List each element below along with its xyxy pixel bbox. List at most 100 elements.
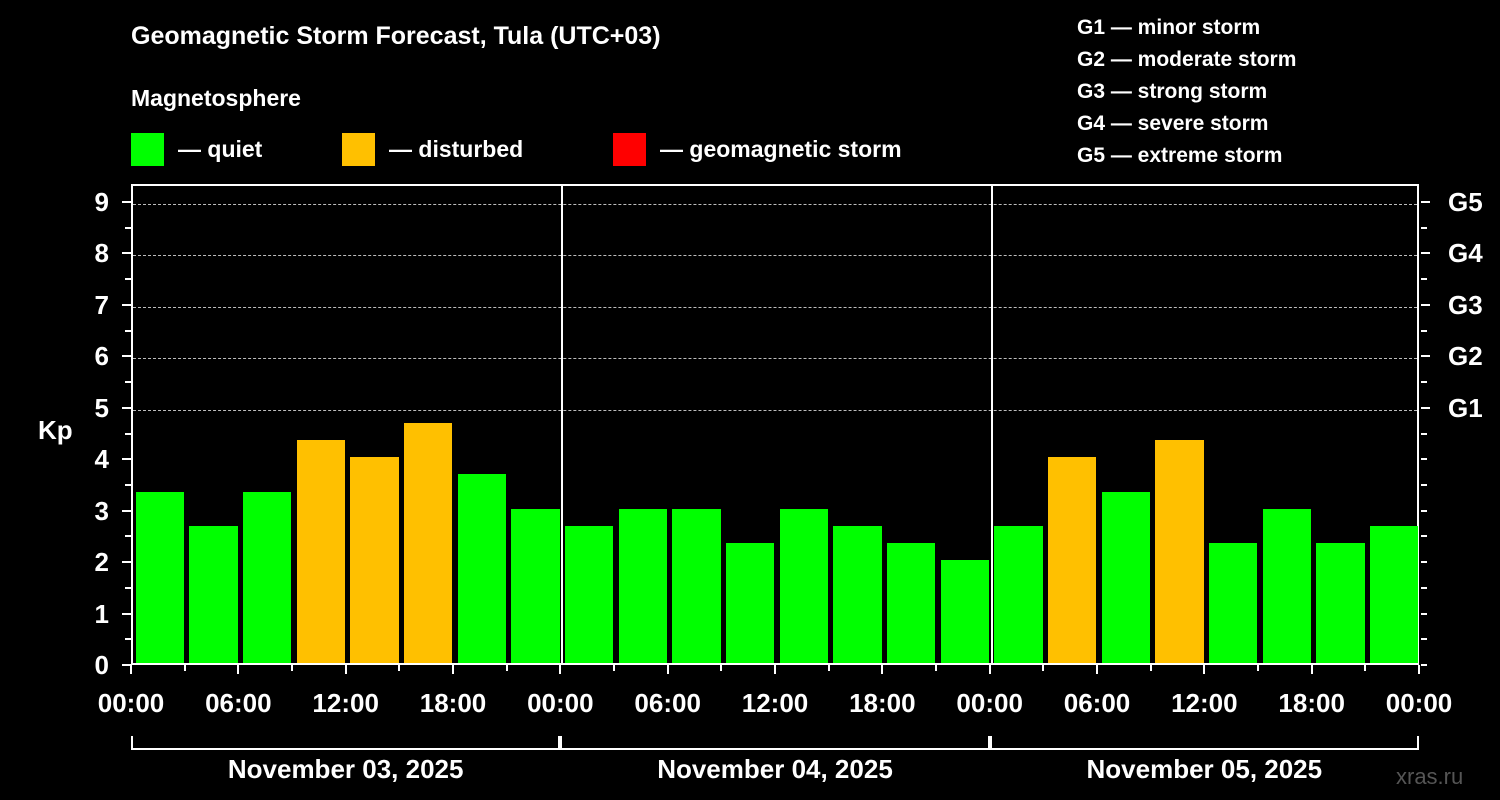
x-tick-minor xyxy=(935,665,937,671)
bar xyxy=(779,508,829,663)
x-tick-mark xyxy=(130,665,132,674)
y-tick-label-2: 2 xyxy=(94,547,109,578)
g-tick-label-G3: G3 xyxy=(1448,289,1483,320)
y-tick-mark-2 xyxy=(122,561,131,564)
quiet-legend-label: — quiet xyxy=(178,135,263,162)
y-tick-mark-3 xyxy=(122,509,131,512)
g-tick-minor xyxy=(1421,381,1427,384)
x-tick-label: 18:00 xyxy=(419,688,487,718)
x-tick-label: 00:00 xyxy=(527,688,594,718)
x-tick-mark xyxy=(237,665,240,674)
g-tick-label-G1: G1 xyxy=(1448,392,1483,423)
g-tick-mark-G4 xyxy=(1421,252,1430,255)
bar xyxy=(994,525,1043,663)
bar xyxy=(725,543,775,663)
day-label-3: November 05, 2025 xyxy=(1086,754,1323,784)
bar xyxy=(940,560,990,663)
y-tick-label-8: 8 xyxy=(94,238,109,269)
day-bracket-3 xyxy=(989,736,1419,750)
bar xyxy=(350,457,399,663)
gridline-kp-6 xyxy=(133,358,1417,360)
x-tick-label: 06:00 xyxy=(634,688,701,718)
bar xyxy=(189,525,238,663)
g-tick-minor xyxy=(1421,561,1427,564)
x-tick-label: 00:00 xyxy=(1385,688,1453,718)
y-tick-minor xyxy=(125,535,131,538)
y-tick-mark-0 xyxy=(122,664,131,666)
day-bracket-1 xyxy=(131,736,561,750)
y-tick-label-6: 6 xyxy=(94,341,109,372)
storm-legend-label: — geomagnetic storm xyxy=(660,135,902,162)
x-tick-label: 00:00 xyxy=(956,688,1023,718)
gridline-kp-9 xyxy=(133,204,1417,205)
bar xyxy=(564,525,614,663)
x-tick-label: 12:00 xyxy=(312,688,379,718)
bar xyxy=(672,508,721,663)
y-tick-label-1: 1 xyxy=(94,598,109,629)
g-tick-mark-G1 xyxy=(1421,406,1430,409)
y-tick-mark-7 xyxy=(122,303,131,306)
g-tick-label-G2: G2 xyxy=(1448,341,1483,372)
g-scale-line-3: G3 — strong storm xyxy=(1077,80,1268,103)
x-tick-mark xyxy=(1310,665,1313,674)
quiet-legend: — quiet xyxy=(131,131,262,167)
y-tick-minor xyxy=(125,226,131,229)
x-tick-label: 12:00 xyxy=(1171,688,1238,718)
x-tick-mark xyxy=(988,665,991,674)
x-tick-minor xyxy=(505,665,508,671)
g-scale-line-2: G2 — moderate storm xyxy=(1077,48,1297,71)
bar xyxy=(1101,491,1151,663)
x-tick-mark xyxy=(774,665,776,674)
day-bracket-2 xyxy=(560,736,990,750)
bar xyxy=(1047,457,1097,663)
g-scale-line-4: G4 — severe storm xyxy=(1077,112,1269,135)
g-tick-minor xyxy=(1421,586,1427,589)
y-tick-minor xyxy=(125,586,131,589)
g-tick-mark-G5 xyxy=(1421,201,1430,203)
x-tick-minor xyxy=(613,665,615,671)
y-tick-minor xyxy=(125,432,131,435)
g-tick-minor xyxy=(1421,535,1427,538)
x-tick-minor xyxy=(827,665,830,671)
chart-subtitle: Magnetosphere xyxy=(131,85,301,111)
g-scale-legend: G1 — minor storm G2 — moderate storm G3 — … xyxy=(1077,12,1477,172)
g-scale-line-5: G5 — extreme storm xyxy=(1077,144,1283,167)
g-tick-mark-G3 xyxy=(1421,303,1430,306)
y-tick-minor xyxy=(125,483,131,486)
y-tick-mark-8 xyxy=(122,252,131,255)
x-tick-mark xyxy=(1096,665,1098,674)
g-tick-label-G4: G4 xyxy=(1448,238,1483,269)
x-tick-mark xyxy=(1203,665,1206,674)
disturbed-legend-label: — disturbed xyxy=(389,135,524,162)
x-tick-minor xyxy=(183,665,186,671)
g-tick-mark-G2 xyxy=(1421,355,1430,358)
x-tick-minor xyxy=(291,665,293,671)
bar xyxy=(1155,440,1204,663)
g-tick-minor xyxy=(1421,458,1427,461)
storm-legend-swatch xyxy=(613,132,646,166)
disturbed-legend: — disturbed xyxy=(342,131,523,167)
g-tick-minor xyxy=(1421,509,1427,512)
y-tick-label-7: 7 xyxy=(94,289,109,320)
x-tick-mark xyxy=(881,665,884,674)
x-tick-label: 18:00 xyxy=(1278,688,1345,718)
y-tick-minor xyxy=(125,278,131,281)
page-title: Geomagnetic Storm Forecast, Tula (UTC+03… xyxy=(131,22,661,50)
g-tick-minor xyxy=(1421,226,1427,229)
x-tick-label: 12:00 xyxy=(741,688,809,718)
x-tick-minor xyxy=(1149,665,1152,671)
bars-container xyxy=(133,186,1419,663)
day-separator-1 xyxy=(561,186,564,663)
g-tick-minor xyxy=(1421,664,1427,666)
y-tick-minor xyxy=(125,638,131,641)
bar xyxy=(1208,543,1258,663)
x-tick-mark xyxy=(344,665,347,674)
bar xyxy=(457,474,507,663)
x-tick-label: 06:00 xyxy=(1063,688,1131,718)
x-tick-label: 18:00 xyxy=(849,688,916,718)
y-tick-mark-4 xyxy=(122,458,131,461)
bar xyxy=(242,491,292,663)
y-tick-mark-6 xyxy=(122,355,131,358)
y-tick-minor xyxy=(125,329,131,332)
